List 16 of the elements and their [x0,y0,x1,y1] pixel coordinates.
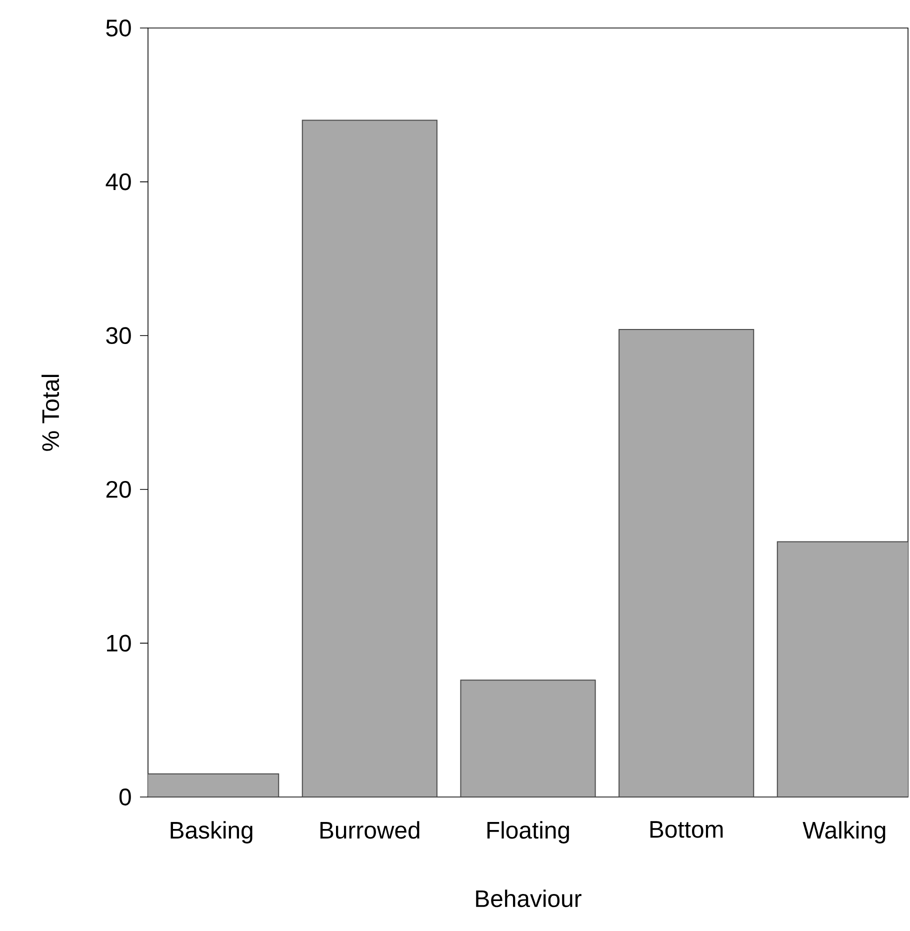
x-axis-title: Behaviour [476,890,582,908]
y-axis-title: % Total [42,374,60,451]
y-tick-label: 30 [106,327,131,344]
x-tick-label: Floating [487,821,569,844]
y-tick-label: 20 [106,480,131,498]
x-tick-label: Walking [802,821,886,844]
y-tick-label: 0 [119,788,131,806]
bar [619,329,754,797]
y-tick-label: 10 [107,634,131,652]
x-tick-label: Burrowed [320,821,420,839]
x-tick-label: Basking [170,821,252,844]
bar [302,120,437,797]
y-tick-label: 40 [106,173,131,190]
x-tick-label: Bottom [650,821,723,838]
y-tick-label: 50 [106,20,131,36]
bar [460,680,596,797]
